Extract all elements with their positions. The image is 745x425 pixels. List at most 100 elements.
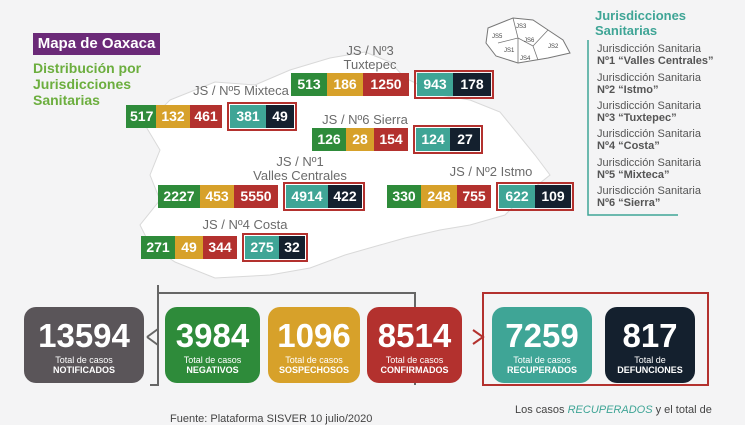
cell-defunciones: 422 — [328, 185, 362, 208]
cell-sospechosos: 453 — [200, 185, 234, 208]
cell-negativos: 271 — [141, 236, 175, 259]
region-label-top: JS / Nº5 Mixteca — [193, 83, 289, 98]
legend-prefix: Jurisdicción Sanitaria — [597, 128, 701, 140]
cell-recuperados: 4914 — [286, 185, 328, 208]
region-label-top: JS / Nº2 Istmo — [449, 164, 533, 179]
cell-recuperados: 275 — [245, 236, 279, 259]
region-label-bottom: Tuxtepec — [343, 57, 397, 72]
cell-confirmados: 461 — [190, 105, 222, 128]
cell-sospechosos: 248 — [421, 185, 457, 208]
card-line1: Total de casos — [385, 355, 444, 365]
outlined-group: 124 27 — [413, 125, 483, 154]
region-label-top: JS / Nº1 — [276, 154, 324, 169]
card-value: 1096 — [277, 317, 351, 354]
legend-name: Nº1 “Valles Centrales” — [597, 55, 714, 67]
region-row-istmo: 330 248 755 622 109 — [387, 182, 574, 211]
cell-recuperados: 943 — [417, 73, 453, 96]
card-line1: Total de casos — [55, 355, 113, 365]
cell-confirmados: 5550 — [234, 185, 278, 208]
mini-map: JS3 JS5 JS1 JS6 JS2 JS4 — [485, 17, 571, 64]
legend-item-5: Jurisdicción Sanitaria Nº5 “Mixteca” — [597, 157, 737, 181]
legend-prefix: Jurisdicción Sanitaria — [597, 72, 701, 84]
region-label-top: JS / Nº6 Sierra — [322, 112, 408, 127]
cell-recuperados: 622 — [499, 185, 535, 208]
card-confirmados: 8514 Total de casos CONFIRMADOS — [367, 307, 462, 383]
cell-defunciones: 49 — [266, 105, 294, 128]
region-label-istmo: JS / Nº2 Istmo — [436, 165, 546, 179]
card-line2: RECUPERADOS — [506, 365, 577, 375]
region-row-tuxtepec: 513 186 1250 943 178 — [291, 70, 494, 99]
card-value: 3984 — [175, 317, 250, 354]
outlined-group: 4914 422 — [283, 182, 365, 211]
legend-prefix: Jurisdicción Sanitaria — [597, 185, 701, 197]
card-negativos: 3984 Total de casos NEGATIVOS — [165, 307, 260, 383]
legend-item-2: Jurisdicción Sanitaria Nº2 “Istmo” — [597, 72, 737, 96]
card-line1: Total de — [634, 355, 666, 365]
cell-confirmados: 154 — [374, 128, 408, 151]
card-line2: CONFIRMADOS — [380, 365, 449, 375]
region-label-mixteca: JS / Nº5 Mixteca — [186, 84, 296, 98]
bracket-gray — [146, 285, 416, 386]
card-value: 8514 — [377, 317, 452, 354]
card-line2: NOTIFICADOS — [53, 365, 115, 375]
outlined-group: 622 109 — [496, 182, 574, 211]
legend-title: Jurisdicciones Sanitarias — [595, 8, 687, 38]
footer-note: Los casos RECUPERADOS y el total de — [515, 404, 745, 416]
cell-sospechosos: 49 — [175, 236, 203, 259]
cell-confirmados: 344 — [203, 236, 237, 259]
region-label-costa: JS / Nº4 Costa — [200, 218, 290, 232]
card-line2: DEFUNCIONES — [617, 365, 683, 375]
legend-bracket — [587, 40, 678, 216]
card-line2: NEGATIVOS — [186, 365, 239, 375]
mini-label: JS5 — [492, 34, 503, 40]
region-label-sierra: JS / Nº6 Sierra — [315, 113, 415, 127]
legend-prefix: Jurisdicción Sanitaria — [597, 43, 701, 55]
legend-prefix: Jurisdicción Sanitaria — [597, 100, 701, 112]
totals-brackets — [146, 285, 709, 386]
legend-name: Nº3 “Tuxtepec” — [597, 112, 677, 124]
region-label-top: JS / Nº4 Costa — [202, 217, 288, 232]
footer-note-suffix: y el total de — [655, 404, 712, 416]
cell-defunciones: 27 — [450, 128, 480, 151]
legend-name: Nº4 “Costa” — [597, 140, 660, 152]
region-row-sierra: 126 28 154 124 27 — [312, 125, 483, 154]
mini-map-outline — [485, 17, 571, 64]
cell-sospechosos: 28 — [346, 128, 374, 151]
legend-item-4: Jurisdicción Sanitaria Nº4 “Costa” — [597, 128, 737, 152]
cell-negativos: 513 — [291, 73, 327, 96]
mini-label: JS2 — [548, 44, 559, 50]
region-label-bottom: Valles Centrales — [253, 168, 347, 183]
region-label-top: JS / Nº3 — [346, 43, 394, 58]
card-notificados: 13594 Total de casos NOTIFICADOS — [24, 307, 144, 383]
mini-label: JS1 — [504, 48, 515, 54]
region-row-valles: 2227 453 5550 4914 422 — [158, 182, 365, 211]
outlined-group: 381 49 — [227, 102, 297, 131]
legend-name: Nº2 “Istmo” — [597, 84, 659, 96]
outlined-group: 943 178 — [414, 70, 494, 99]
footer-note-em: RECUPERADOS — [567, 404, 653, 416]
card-recuperados: 7259 Total de casos RECUPERADOS — [492, 307, 592, 383]
region-label-valles: JS / Nº1 Valles Centrales — [250, 155, 350, 183]
cell-negativos: 330 — [387, 185, 421, 208]
cell-defunciones: 109 — [535, 185, 571, 208]
cell-negativos: 126 — [312, 128, 346, 151]
region-row-costa: 271 49 344 275 32 — [141, 233, 308, 262]
cell-negativos: 2227 — [158, 185, 200, 208]
bracket-red — [482, 292, 709, 386]
card-value: 13594 — [38, 317, 130, 354]
legend-prefix: Jurisdicción Sanitaria — [597, 157, 701, 169]
cell-negativos: 517 — [126, 105, 156, 128]
card-value: 817 — [622, 317, 678, 354]
legend-item-1: Jurisdicción Sanitaria Nº1 “Valles Centr… — [597, 43, 737, 67]
cell-sospechosos: 186 — [327, 73, 363, 96]
card-defunciones: 817 Total de DEFUNCIONES — [605, 307, 695, 383]
cell-recuperados: 124 — [416, 128, 450, 151]
mini-map-borders — [497, 17, 549, 63]
legend-name: Nº6 “Sierra” — [597, 197, 661, 209]
card-line2: SOSPECHOSOS — [278, 365, 350, 375]
cell-defunciones: 178 — [453, 73, 491, 96]
legend-bracket-line — [587, 40, 678, 216]
mini-label: JS6 — [524, 38, 535, 44]
outlined-group: 275 32 — [242, 233, 308, 262]
cell-confirmados: 755 — [457, 185, 491, 208]
